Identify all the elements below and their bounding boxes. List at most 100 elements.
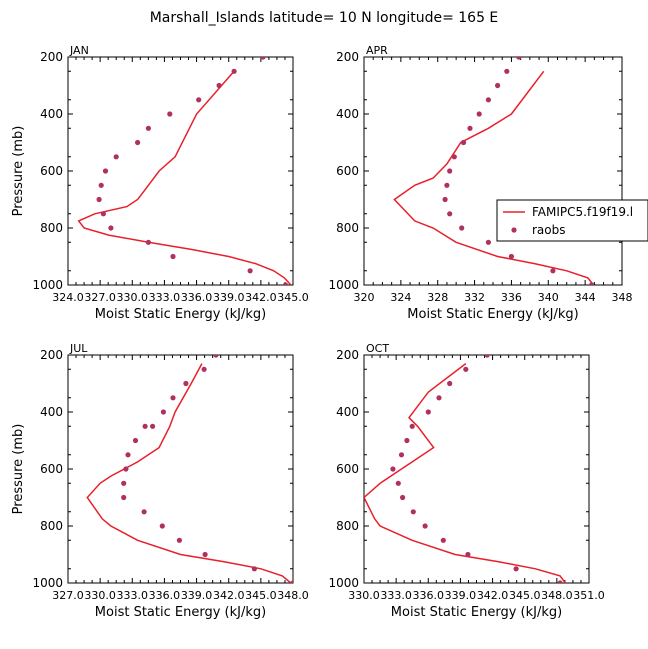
- y-axis-label: Pressure (mb): [11, 424, 26, 515]
- plot-data: [364, 355, 567, 583]
- obs-point: [467, 125, 473, 131]
- obs-point: [96, 196, 102, 203]
- obs-point: [247, 268, 253, 274]
- y-tick-label: 800: [336, 221, 359, 235]
- obs-point: [447, 168, 453, 174]
- obs-point: [436, 395, 442, 401]
- x-tick-label: 333.0: [117, 589, 149, 602]
- x-axis-label: Moist Static Energy (kJ/kg): [95, 605, 266, 620]
- x-axis-label: Moist Static Energy (kJ/kg): [407, 307, 578, 322]
- obs-point: [409, 423, 415, 429]
- obs-point: [150, 423, 156, 429]
- panel-month-label: JUL: [69, 342, 88, 355]
- obs-point: [108, 225, 114, 231]
- x-tick-label: 330.0: [84, 589, 116, 602]
- obs-point: [145, 239, 151, 245]
- x-tick-label: 336.0: [181, 291, 213, 304]
- obs-point: [170, 253, 176, 260]
- obs-point: [495, 82, 501, 89]
- obs-point: [170, 395, 176, 401]
- obs-point: [463, 366, 469, 372]
- figure-title: Marshall_Islands latitude= 10 N longitud…: [150, 10, 499, 26]
- panel-jan: JAN 324.0 327.0 330.0 333.0 336.0 339.0 342.0 34…: [11, 44, 309, 322]
- panel-month-label: OCT: [366, 342, 389, 355]
- legend-obs-label: raobs: [532, 223, 566, 237]
- x-tick-label: 336: [501, 291, 522, 304]
- x-tick-label: 351.0: [573, 589, 605, 602]
- obs-point: [484, 355, 490, 358]
- obs-point: [451, 154, 457, 160]
- obs-point: [516, 57, 522, 60]
- plot-data: [86, 355, 293, 583]
- obs-point: [404, 437, 410, 444]
- model-line: [364, 363, 567, 583]
- obs-point: [485, 239, 491, 245]
- x-axis-label: Moist Static Energy (kJ/kg): [95, 307, 266, 322]
- y-tick-label: 600: [40, 462, 63, 476]
- obs-point: [160, 409, 166, 415]
- obs-point: [167, 111, 173, 117]
- panel-month-label: JAN: [69, 44, 89, 57]
- obs-point: [145, 125, 151, 131]
- legend: FAMIPC5.f19f19.l raobs: [496, 199, 648, 242]
- obs-point: [216, 82, 222, 89]
- obs-point: [504, 68, 510, 74]
- x-tick-label: 339.0: [213, 291, 245, 304]
- y-tick-label: 200: [40, 348, 63, 362]
- y-tick-label: 200: [40, 50, 63, 64]
- plot-data: [393, 57, 595, 285]
- obs-point: [440, 537, 446, 543]
- obs-point: [213, 355, 219, 358]
- obs-point: [425, 409, 431, 415]
- obs-point: [447, 380, 453, 387]
- y-tick-label: 1000: [328, 278, 359, 292]
- y-tick-label: 800: [40, 519, 63, 533]
- model-line: [86, 363, 292, 583]
- obs-point: [589, 282, 595, 285]
- y-tick-label: 400: [336, 405, 359, 419]
- obs-point: [121, 494, 127, 501]
- x-tick-label: 327.0: [84, 291, 116, 304]
- y-tick-label: 600: [40, 164, 63, 178]
- obs-point: [135, 139, 141, 146]
- x-tick-label: 333.0: [149, 291, 181, 304]
- obs-point: [398, 452, 405, 458]
- x-tick-label: 324: [390, 291, 411, 304]
- obs-point: [550, 268, 556, 274]
- y-tick-label: 800: [336, 519, 359, 533]
- plot-frame: [67, 354, 294, 584]
- obs-point: [395, 480, 401, 486]
- obs-point: [422, 523, 428, 529]
- x-tick-label: 330.0: [117, 291, 149, 304]
- y-tick-label: 1000: [32, 576, 63, 590]
- obs-point: [201, 366, 207, 372]
- obs-point: [465, 551, 471, 558]
- x-tick-label: 342.0: [245, 291, 277, 304]
- y-tick-label: 800: [40, 221, 63, 235]
- obs-point: [460, 139, 467, 146]
- x-tick-label: 324.0: [52, 291, 84, 304]
- model-line: [393, 70, 594, 285]
- panel-jul: JUL 327.0 330.0 333.0 336.0 339.0 342.0 345.0 34…: [11, 342, 309, 620]
- obs-point: [142, 423, 148, 429]
- x-tick-label: 327.0: [52, 589, 84, 602]
- plot-frame: [67, 56, 294, 286]
- plot-frame: [363, 56, 623, 286]
- x-tick-label: 344: [575, 291, 596, 304]
- x-tick-label: 348: [612, 291, 633, 304]
- obs-point: [447, 211, 453, 217]
- obs-point: [476, 111, 482, 117]
- obs-point: [176, 537, 182, 543]
- obs-point: [444, 182, 450, 188]
- obs-point: [231, 68, 237, 74]
- obs-point: [159, 523, 165, 529]
- obs-point: [132, 437, 139, 444]
- x-tick-label: 332: [464, 291, 485, 304]
- obs-point: [113, 154, 119, 160]
- y-tick-label: 600: [336, 164, 359, 178]
- x-tick-label: 348.0: [277, 589, 309, 602]
- obs-point: [100, 211, 106, 217]
- x-tick-label: 320: [354, 291, 375, 304]
- y-tick-label: 600: [336, 462, 359, 476]
